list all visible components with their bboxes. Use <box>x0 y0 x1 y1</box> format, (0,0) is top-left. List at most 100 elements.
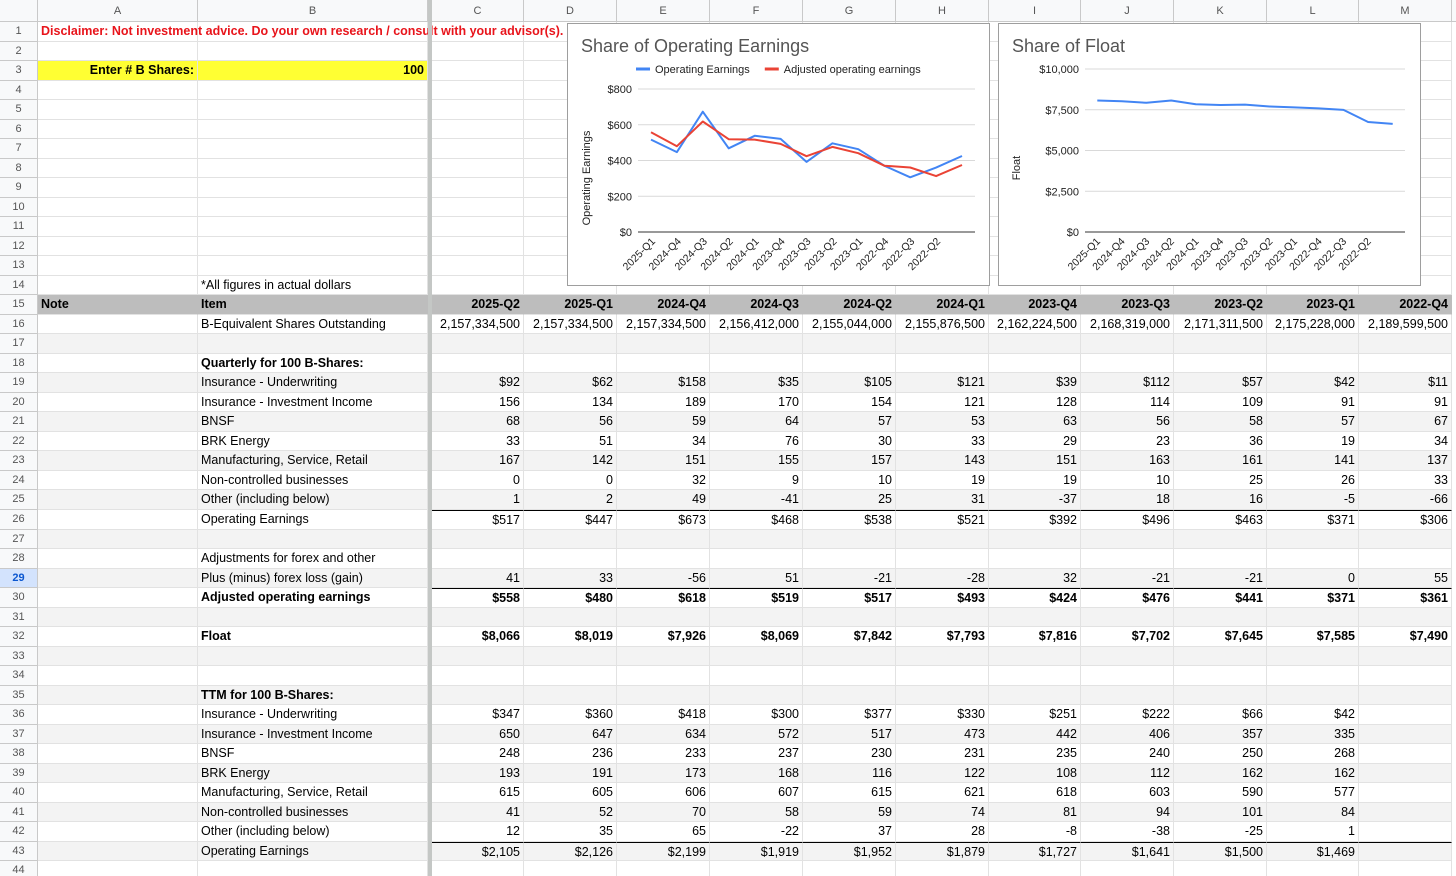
cell-text: 607 <box>710 783 803 803</box>
column-header: M <box>1359 0 1452 22</box>
row-number: 13 <box>0 256 38 276</box>
cell <box>989 353 1081 374</box>
row-background <box>38 373 1452 393</box>
cell <box>432 197 524 218</box>
cell <box>38 705 198 725</box>
row-number: 25 <box>0 490 38 510</box>
cell-text: Insurance - Investment Income <box>198 724 428 745</box>
y-tick-label: $400 <box>608 156 632 168</box>
row-number: 26 <box>0 510 38 530</box>
cell-text: 233 <box>617 744 710 764</box>
cell-text: 128 <box>989 392 1081 413</box>
cell <box>524 353 617 374</box>
cell-text: 2024-Q4 <box>617 295 710 315</box>
row-number: 16 <box>0 314 38 335</box>
cell-text: Operating Earnings <box>198 510 428 530</box>
cell <box>38 763 198 784</box>
cell <box>38 197 198 218</box>
cell <box>710 685 803 706</box>
cell-text: $1,500 <box>1174 841 1267 862</box>
cell-text: *All figures in actual dollars <box>198 275 428 296</box>
cell <box>432 236 524 257</box>
chart-box <box>998 23 1421 286</box>
cell-text: 59 <box>803 802 896 823</box>
column-header: L <box>1267 0 1359 22</box>
cell-text: 2,157,334,500 <box>524 314 617 335</box>
cell-text: 64 <box>710 412 803 432</box>
cell <box>38 139 198 159</box>
cell <box>38 119 198 140</box>
row-number: 40 <box>0 783 38 803</box>
cell-text: 2022-Q4 <box>1359 295 1452 315</box>
cell-text: 335 <box>1267 724 1359 745</box>
cell <box>617 529 710 550</box>
cell-text: 57 <box>1267 412 1359 432</box>
cell-text: -8 <box>989 822 1081 842</box>
cell-text: 603 <box>1081 783 1174 803</box>
cell <box>38 158 198 179</box>
cell-text: 68 <box>432 412 524 432</box>
cell-text: $7,490 <box>1359 627 1452 647</box>
cell-text: -56 <box>617 568 710 589</box>
y-tick-label: $0 <box>1067 227 1079 239</box>
cell-text: 248 <box>432 744 524 764</box>
cell <box>896 666 989 686</box>
cell-text: BNSF <box>198 744 428 764</box>
row-number: 37 <box>0 724 38 745</box>
row-background <box>38 412 1452 432</box>
column-header: K <box>1174 0 1267 22</box>
cell-text: Insurance - Investment Income <box>198 392 428 413</box>
row-background <box>38 295 1452 315</box>
cell-text: 26 <box>1267 470 1359 491</box>
cell-text: $360 <box>524 705 617 725</box>
cell-text: $371 <box>1267 588 1359 608</box>
cell-text: Enter # B Shares: <box>38 61 198 81</box>
cell <box>38 744 198 764</box>
cell-text: 53 <box>896 412 989 432</box>
cell-text: 137 <box>1359 451 1452 471</box>
y-tick-label: $200 <box>608 191 632 203</box>
cell-text: 2023-Q2 <box>1174 295 1267 315</box>
row-number: 24 <box>0 470 38 491</box>
cell-text: 193 <box>432 763 524 784</box>
cell-text: 57 <box>803 412 896 432</box>
cell <box>1267 353 1359 374</box>
row-number: 21 <box>0 412 38 432</box>
cell <box>432 646 524 667</box>
row-number: 12 <box>0 236 38 257</box>
row-number: 29 <box>0 568 38 589</box>
cell <box>803 646 896 667</box>
frozen-divider <box>428 0 432 876</box>
cell-text: $418 <box>617 705 710 725</box>
cell <box>432 334 524 354</box>
cell-text: 10 <box>1081 470 1174 491</box>
cell-text: 170 <box>710 392 803 413</box>
cell-text: 58 <box>710 802 803 823</box>
cell-text: -25 <box>1174 822 1267 842</box>
cell-text: 268 <box>1267 744 1359 764</box>
cell-text: 162 <box>1174 763 1267 784</box>
cell-text: -21 <box>1081 568 1174 589</box>
cell <box>198 158 428 179</box>
cell <box>38 412 198 432</box>
cell-text: Other (including below) <box>198 822 428 842</box>
cell <box>38 451 198 471</box>
cell-text: 1 <box>1267 822 1359 842</box>
cell <box>432 275 524 296</box>
cell <box>198 646 428 667</box>
cell-text: -21 <box>1174 568 1267 589</box>
cell <box>38 100 198 120</box>
cell <box>198 236 428 257</box>
column-header: J <box>1081 0 1174 22</box>
cell-text: 67 <box>1359 412 1452 432</box>
cell <box>1359 334 1452 354</box>
cell <box>989 529 1081 550</box>
cell <box>198 139 428 159</box>
cell-text: Float <box>198 627 428 647</box>
cell-text: 2,171,311,500 <box>1174 314 1267 335</box>
cell <box>896 685 989 706</box>
cell-text: 116 <box>803 763 896 784</box>
cell-text: -28 <box>896 568 989 589</box>
chart-title: Share of Operating Earnings <box>581 36 809 56</box>
cell-text: 25 <box>803 490 896 510</box>
